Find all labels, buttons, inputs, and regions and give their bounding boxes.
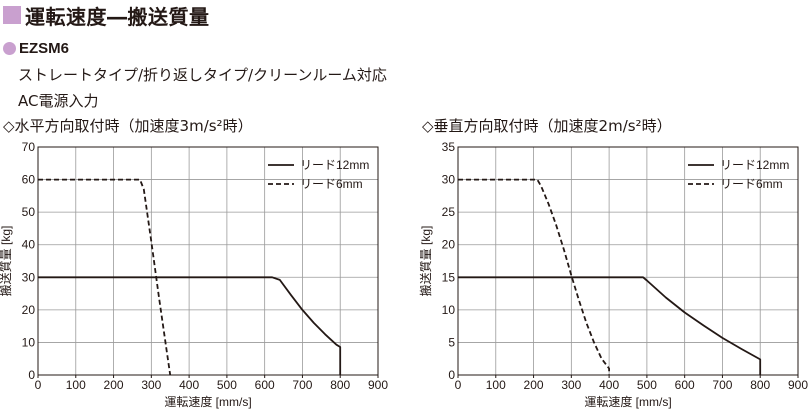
power-input-description: AC電源入力	[18, 92, 99, 110]
x-tick-label: 600	[255, 378, 275, 392]
y-axis-label: 搬送質量 [kg]	[0, 226, 13, 297]
x-tick-label: 700	[712, 378, 732, 392]
x-tick-label: 100	[66, 378, 86, 392]
x-tick-label: 400	[599, 378, 619, 392]
legend: リード12mm リード6mm	[268, 158, 369, 191]
y-tick-label: 30	[22, 270, 36, 284]
y-tick-label: 40	[22, 238, 36, 252]
x-axis-label: 運転速度 [mm/s]	[584, 394, 671, 409]
section-header: 運転速度―搬送質量	[3, 2, 210, 29]
y-tick-label: 5	[448, 335, 455, 349]
x-tick-label: 500	[217, 378, 237, 392]
model-type-description: ストレートタイプ/折り返しタイプ/クリーンルーム対応	[18, 66, 387, 84]
x-tick-label: 700	[292, 378, 312, 392]
model-name: EZSM6	[19, 40, 70, 57]
y-tick-label: 50	[22, 205, 36, 219]
x-tick-label: 300	[561, 378, 581, 392]
y-tick-label: 60	[22, 173, 36, 187]
legend-label: リード12mm	[300, 158, 369, 172]
x-tick-label: 0	[455, 378, 462, 392]
y-tick-label: 15	[442, 270, 456, 284]
model-heading: EZSM6	[3, 40, 69, 57]
x-tick-label: 800	[330, 378, 350, 392]
x-tick-label: 900	[368, 378, 388, 392]
legend-label: リード6mm	[300, 177, 363, 191]
x-tick-label: 100	[486, 378, 506, 392]
x-tick-label: 0	[35, 378, 42, 392]
legend-label: リード6mm	[720, 177, 783, 191]
section-title: 運転速度―搬送質量	[25, 4, 210, 29]
x-tick-label: 600	[675, 378, 695, 392]
legend-label: リード12mm	[720, 158, 789, 172]
y-tick-label: 0	[28, 368, 35, 382]
series-line-lead-12mm	[38, 276, 342, 375]
plot-frame	[457, 146, 799, 376]
x-tick-label: 400	[179, 378, 199, 392]
x-axis-label: 運転速度 [mm/s]	[164, 394, 251, 409]
y-tick-label: 20	[442, 238, 456, 252]
x-tick-label: 200	[104, 378, 124, 392]
chart-vertical: 0 100 200 300 400 500 600 700 800 900 0 5 10 15 20 25 30…	[418, 140, 808, 409]
x-tick-label: 900	[788, 378, 808, 392]
y-tick-label: 30	[442, 173, 456, 187]
y-tick-label: 10	[22, 335, 36, 349]
legend: リード12mm リード6mm	[688, 158, 789, 191]
y-axis-label: 搬送質量 [kg]	[418, 226, 433, 297]
series-line-lead-12mm	[458, 276, 762, 375]
vertical-condition-label: ◇垂直方向取付時（加速度2m/s²時）	[422, 117, 672, 135]
plot-frame	[37, 146, 379, 376]
x-tick-label: 300	[141, 378, 161, 392]
y-tick-label: 0	[448, 368, 455, 382]
bullet-dot-icon	[3, 42, 16, 55]
y-tick-label: 25	[442, 205, 456, 219]
header-square-icon	[3, 6, 21, 24]
x-tick-label: 800	[750, 378, 770, 392]
y-tick-label: 35	[442, 140, 456, 154]
y-tick-label: 70	[22, 140, 36, 154]
y-tick-label: 20	[22, 303, 36, 317]
x-tick-label: 500	[637, 378, 657, 392]
series-line-lead-6mm	[38, 178, 172, 376]
chart-horizontal: 0 100 200 300 400 500 600 700 800 900 0 10 20 30 40 50 6…	[0, 140, 388, 409]
horizontal-condition-label: ◇水平方向取付時（加速度3m/s²時）	[3, 117, 253, 135]
y-tick-label: 10	[442, 303, 456, 317]
x-tick-label: 200	[524, 378, 544, 392]
